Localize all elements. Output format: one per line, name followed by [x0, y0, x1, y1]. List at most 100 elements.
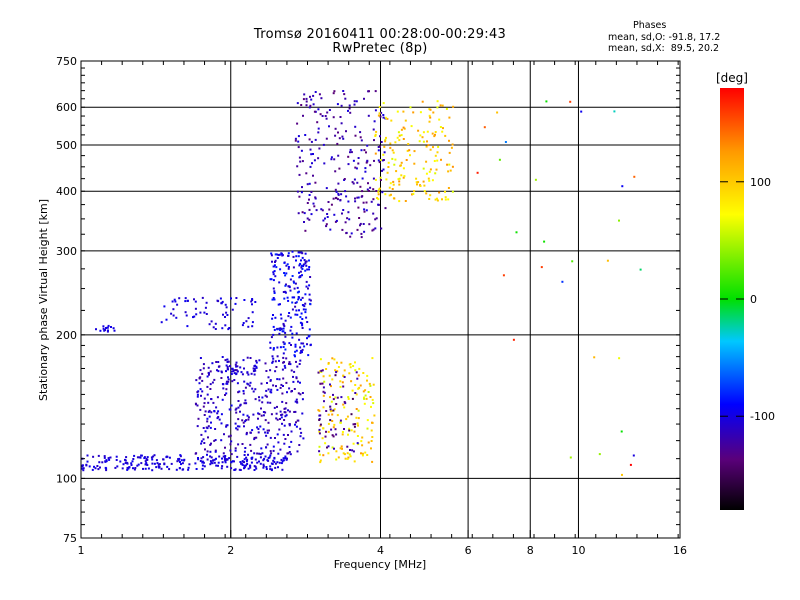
- data-point: [168, 456, 171, 459]
- data-point: [309, 104, 312, 107]
- data-point: [383, 145, 386, 148]
- data-point: [451, 190, 454, 193]
- data-point: [450, 146, 453, 149]
- data-point: [246, 371, 249, 374]
- data-point: [188, 463, 191, 466]
- data-point: [298, 338, 301, 341]
- data-point: [370, 200, 373, 203]
- data-point: [210, 411, 213, 414]
- data-point: [313, 159, 316, 162]
- data-point: [327, 413, 330, 416]
- data-point: [322, 386, 325, 389]
- data-point: [272, 314, 274, 316]
- data-point: [309, 302, 312, 305]
- data-point: [283, 325, 286, 328]
- x-tick-label: 2: [227, 544, 234, 557]
- data-point: [273, 457, 276, 460]
- data-point: [347, 433, 349, 436]
- data-point: [172, 314, 175, 317]
- data-point: [245, 320, 248, 323]
- data-point: [362, 372, 365, 374]
- data-point: [82, 467, 85, 470]
- data-point: [227, 378, 230, 381]
- data-point: [338, 137, 341, 140]
- data-point: [270, 252, 273, 255]
- data-point: [402, 167, 405, 170]
- data-point: [217, 300, 220, 303]
- data-point: [299, 262, 302, 265]
- data-point: [283, 442, 286, 445]
- data-point: [269, 468, 272, 471]
- data-point: [251, 456, 254, 459]
- data-point: [545, 100, 548, 103]
- data-point: [156, 462, 159, 465]
- data-point: [254, 369, 257, 372]
- data-point: [428, 114, 431, 117]
- data-point: [434, 133, 436, 136]
- data-point: [288, 387, 291, 390]
- data-point: [402, 110, 405, 113]
- data-point: [208, 323, 211, 326]
- data-point: [372, 128, 375, 131]
- data-point: [375, 217, 378, 220]
- data-point: [216, 417, 219, 420]
- data-point: [322, 375, 325, 378]
- data-point: [314, 91, 317, 93]
- data-point: [314, 181, 317, 184]
- data-point: [276, 433, 279, 436]
- data-point: [249, 357, 252, 359]
- data-point: [288, 312, 291, 314]
- data-point: [225, 425, 228, 428]
- data-point: [265, 370, 268, 372]
- data-point: [348, 453, 351, 456]
- data-point: [427, 144, 430, 147]
- data-point: [268, 456, 271, 459]
- data-point: [355, 167, 358, 170]
- data-point: [202, 461, 205, 464]
- data-point: [144, 467, 147, 470]
- data-point: [251, 311, 254, 314]
- data-point: [310, 191, 313, 193]
- y-tick-label: 500: [56, 139, 77, 152]
- data-point: [279, 303, 281, 306]
- data-point: [274, 360, 277, 363]
- data-point: [297, 251, 300, 254]
- data-point: [92, 455, 95, 458]
- data-point: [254, 465, 257, 468]
- data-point: [192, 316, 194, 319]
- data-point: [272, 357, 275, 360]
- chart-title: Tromsø 20160411 00:28:00-00:29:43: [253, 27, 507, 42]
- data-point: [212, 459, 214, 462]
- data-point: [351, 449, 354, 452]
- data-point: [239, 469, 242, 471]
- data-point: [224, 316, 226, 318]
- data-point: [300, 104, 303, 106]
- data-point: [202, 438, 205, 441]
- data-point: [275, 385, 277, 388]
- data-point: [343, 401, 346, 403]
- data-point: [273, 290, 276, 293]
- data-point: [299, 275, 302, 277]
- data-point: [349, 455, 352, 458]
- data-point: [304, 311, 307, 314]
- data-point: [109, 456, 112, 459]
- data-point: [370, 440, 373, 442]
- data-point: [220, 371, 223, 374]
- data-point: [349, 235, 352, 238]
- data-point: [434, 154, 437, 157]
- data-point: [362, 201, 365, 204]
- data-point: [422, 167, 425, 170]
- data-point: [356, 442, 359, 445]
- data-point: [360, 452, 362, 455]
- data-point: [178, 457, 181, 460]
- data-point: [298, 290, 300, 293]
- data-point: [223, 433, 225, 436]
- data-point: [262, 466, 265, 469]
- data-point: [227, 435, 230, 438]
- data-point: [327, 422, 330, 425]
- data-point: [374, 227, 377, 230]
- data-point: [284, 291, 287, 294]
- data-point: [240, 371, 243, 374]
- data-point: [222, 455, 225, 458]
- data-point: [237, 400, 240, 402]
